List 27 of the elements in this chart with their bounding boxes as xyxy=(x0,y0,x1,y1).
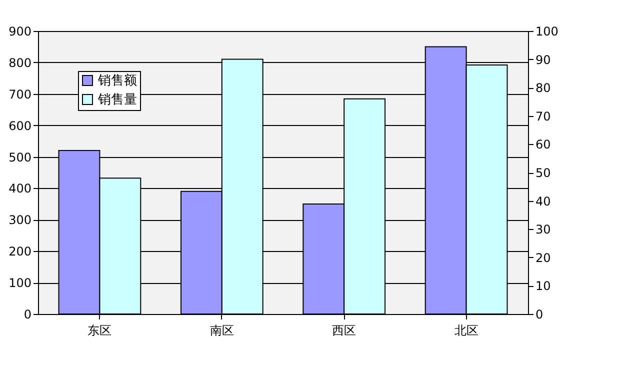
y2-tick-label: 50 xyxy=(536,166,551,180)
y-tick-label: 700 xyxy=(8,87,32,102)
legend-label: 销售额 xyxy=(97,74,137,88)
y2-tick-label: 0 xyxy=(536,308,544,322)
y2-tick-label: 20 xyxy=(536,250,551,265)
y2-tick-label: 80 xyxy=(536,81,551,96)
y-tick-label: 900 xyxy=(8,24,32,38)
legend-label: 销售量 xyxy=(97,92,137,108)
y2-tick-label: 40 xyxy=(536,194,551,208)
y2-tick-label: 60 xyxy=(536,138,551,152)
y-tick-label: 300 xyxy=(8,213,32,228)
y2-tick-label: 30 xyxy=(536,222,551,237)
x-tick-label: 东区 xyxy=(88,324,112,338)
y-tick-label: 200 xyxy=(8,244,32,259)
y2-tick-label: 10 xyxy=(536,279,551,294)
y-tick-label: 500 xyxy=(8,150,32,164)
y2-tick-label: 70 xyxy=(536,109,551,124)
y2-tick-label: 100 xyxy=(536,24,558,38)
x-tick-label: 南区 xyxy=(210,324,234,338)
y2-tick-label: 90 xyxy=(536,52,551,67)
y-tick-label: 0 xyxy=(24,308,32,322)
x-tick-label: 北区 xyxy=(454,324,478,338)
y-tick-label: 800 xyxy=(8,56,32,70)
x-tick-label: 西区 xyxy=(332,324,356,338)
y-tick-label: 100 xyxy=(8,276,32,290)
y-tick-label: 400 xyxy=(8,182,32,196)
y-tick-label: 600 xyxy=(8,118,32,133)
